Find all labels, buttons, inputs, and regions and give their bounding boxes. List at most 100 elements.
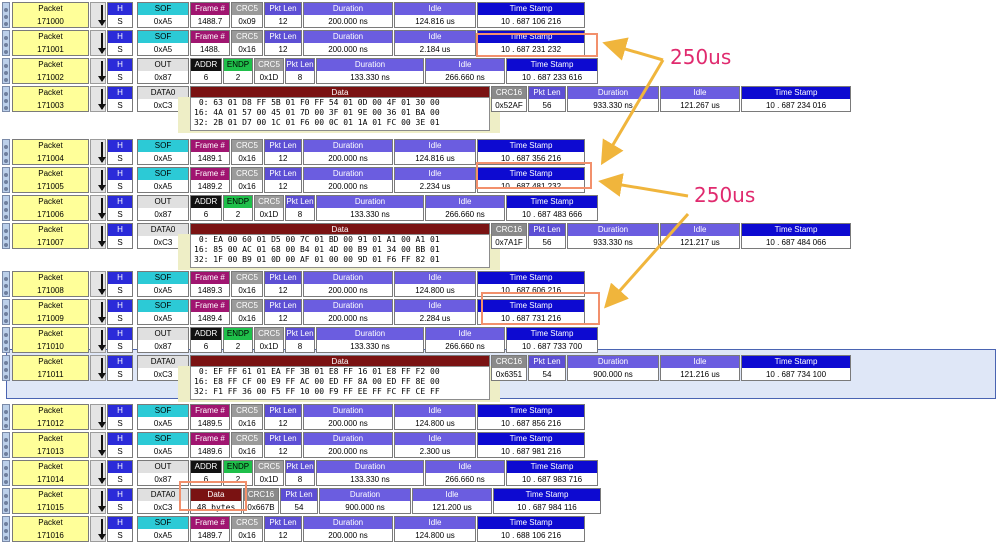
packet-row-171009[interactable]: Packet 171009 H S SOF 0xA5 Frame # 1489.4 CRC5 0x…: [0, 298, 999, 326]
idle-time[interactable]: Idle 2.234 us: [394, 167, 476, 193]
sof-pid[interactable]: SOF 0xA5: [137, 30, 189, 56]
packet-length[interactable]: Pkt Len 12: [264, 30, 302, 56]
row-expand-handle[interactable]: [2, 432, 10, 458]
timestamp[interactable]: Time Stamp 10 . 687 731 216: [477, 299, 585, 325]
packet-number[interactable]: Packet 171005: [12, 167, 89, 193]
duration[interactable]: Duration 200.000 ns: [303, 271, 393, 297]
packet-row-171002[interactable]: Packet 171002 H S OUT 0x87 ADDR 6 ENDP 2 CRC5 0x1D P…: [0, 57, 999, 85]
address[interactable]: ADDR 6: [190, 195, 222, 221]
frame-number[interactable]: Frame # 1489.1: [190, 139, 230, 165]
packet-number[interactable]: Packet 171000: [12, 2, 89, 28]
duration[interactable]: Duration 133.330 ns: [316, 58, 424, 84]
packet-length[interactable]: Pkt Len 12: [264, 2, 302, 28]
packet-number[interactable]: Packet 171012: [12, 404, 89, 430]
endpoint[interactable]: ENDP 2: [223, 195, 253, 221]
packet-number[interactable]: Packet 171013: [12, 432, 89, 458]
row-expand-handle[interactable]: [2, 271, 10, 297]
packet-length[interactable]: Pkt Len 56: [528, 86, 566, 112]
duration[interactable]: Duration 200.000 ns: [303, 432, 393, 458]
frame-number[interactable]: Frame # 1489.5: [190, 404, 230, 430]
timestamp[interactable]: Time Stamp 10 . 687 984 116: [493, 488, 601, 514]
packet-row-171008[interactable]: Packet 171008 H S SOF 0xA5 Frame # 1489.3 CRC5 0x…: [0, 270, 999, 298]
packet-number[interactable]: Packet 171008: [12, 271, 89, 297]
packet-row-171007[interactable]: Packet 171007 H S DATA0 0xC3 Data 0: EA 00 60 …: [0, 222, 999, 270]
duration[interactable]: Duration 900.000 ns: [319, 488, 411, 514]
sof-pid[interactable]: SOF 0xA5: [137, 2, 189, 28]
duration[interactable]: Duration 133.330 ns: [316, 195, 424, 221]
crc5[interactable]: CRC5 0x1D: [254, 460, 284, 486]
idle-time[interactable]: Idle 121.217 us: [660, 223, 740, 249]
idle-time[interactable]: Idle 124.816 us: [394, 139, 476, 165]
crc5[interactable]: CRC5 0x1D: [254, 195, 284, 221]
packet-row-171004[interactable]: Packet 171004 H S SOF 0xA5 Frame # 1489.1 CRC5 0x…: [0, 138, 999, 166]
timestamp[interactable]: Time Stamp 10 . 687 733 700: [506, 327, 598, 353]
crc5[interactable]: CRC5 0x16: [231, 139, 263, 165]
duration[interactable]: Duration 200.000 ns: [303, 299, 393, 325]
packet-row-171013[interactable]: Packet 171013 H S SOF 0xA5 Frame # 1489.6 CRC5 0x…: [0, 431, 999, 459]
timestamp[interactable]: Time Stamp 10 . 687 233 616: [506, 58, 598, 84]
crc5[interactable]: CRC5 0x16: [231, 432, 263, 458]
idle-time[interactable]: Idle 266.660 ns: [425, 195, 505, 221]
duration[interactable]: Duration 933.330 ns: [567, 223, 659, 249]
packet-number[interactable]: Packet 171006: [12, 195, 89, 221]
crc16[interactable]: CRC16 0x7A1F: [491, 223, 527, 249]
row-expand-handle[interactable]: [2, 327, 10, 353]
out-pid[interactable]: OUT 0x87: [137, 460, 189, 486]
crc16[interactable]: CRC16 0x667B: [243, 488, 279, 514]
sof-pid[interactable]: SOF 0xA5: [137, 404, 189, 430]
packet-number[interactable]: Packet 171011: [12, 355, 89, 381]
duration[interactable]: Duration 133.330 ns: [316, 460, 424, 486]
sof-pid[interactable]: SOF 0xA5: [137, 271, 189, 297]
packet-length[interactable]: Pkt Len 8: [285, 58, 315, 84]
packet-row-171006[interactable]: Packet 171006 H S OUT 0x87 ADDR 6 ENDP 2 CRC5 0x1D P…: [0, 194, 999, 222]
idle-time[interactable]: Idle 2.284 us: [394, 299, 476, 325]
packet-length[interactable]: Pkt Len 8: [285, 460, 315, 486]
idle-time[interactable]: Idle 124.816 us: [394, 2, 476, 28]
crc5[interactable]: CRC5 0x16: [231, 271, 263, 297]
packet-length[interactable]: Pkt Len 12: [264, 139, 302, 165]
packet-length[interactable]: Pkt Len 12: [264, 271, 302, 297]
idle-time[interactable]: Idle 124.800 us: [394, 271, 476, 297]
packet-length[interactable]: Pkt Len 12: [264, 299, 302, 325]
packet-row-171012[interactable]: Packet 171012 H S SOF 0xA5 Frame # 1489.5 CRC5 0x…: [0, 403, 999, 431]
packet-number[interactable]: Packet 171004: [12, 139, 89, 165]
row-expand-handle[interactable]: [2, 488, 10, 514]
sof-pid[interactable]: SOF 0xA5: [137, 167, 189, 193]
idle-time[interactable]: Idle 266.660 ns: [425, 460, 505, 486]
sof-pid[interactable]: SOF 0xA5: [137, 299, 189, 325]
endpoint[interactable]: ENDP 2: [223, 58, 253, 84]
idle-time[interactable]: Idle 266.660 ns: [425, 327, 505, 353]
duration[interactable]: Duration 200.000 ns: [303, 167, 393, 193]
crc5[interactable]: CRC5 0x16: [231, 299, 263, 325]
out-pid[interactable]: OUT 0x87: [137, 327, 189, 353]
crc16[interactable]: CRC16 0x6351: [491, 355, 527, 381]
packet-length[interactable]: Pkt Len 56: [528, 223, 566, 249]
packet-length[interactable]: Pkt Len 54: [528, 355, 566, 381]
duration[interactable]: Duration 200.000 ns: [303, 139, 393, 165]
crc5[interactable]: CRC5 0x09: [231, 2, 263, 28]
packet-length[interactable]: Pkt Len 12: [264, 167, 302, 193]
frame-number[interactable]: Frame # 1489.6: [190, 432, 230, 458]
frame-number[interactable]: Frame # 1489.3: [190, 271, 230, 297]
endpoint[interactable]: ENDP 2: [223, 327, 253, 353]
row-expand-handle[interactable]: [2, 355, 10, 381]
packet-number[interactable]: Packet 171002: [12, 58, 89, 84]
packet-row-171014[interactable]: Packet 171014 H S OUT 0x87 ADDR 6 ENDP 2 CRC5 0x1D P…: [0, 459, 999, 487]
duration[interactable]: Duration 900.000 ns: [567, 355, 659, 381]
frame-number[interactable]: Frame # 1488.7: [190, 2, 230, 28]
out-pid[interactable]: OUT 0x87: [137, 195, 189, 221]
crc5[interactable]: CRC5 0x16: [231, 404, 263, 430]
crc5[interactable]: CRC5 0x1D: [254, 58, 284, 84]
idle-time[interactable]: Idle 121.267 us: [660, 86, 740, 112]
sof-pid[interactable]: SOF 0xA5: [137, 432, 189, 458]
idle-time[interactable]: Idle 121.216 us: [660, 355, 740, 381]
packet-length[interactable]: Pkt Len 54: [280, 488, 318, 514]
